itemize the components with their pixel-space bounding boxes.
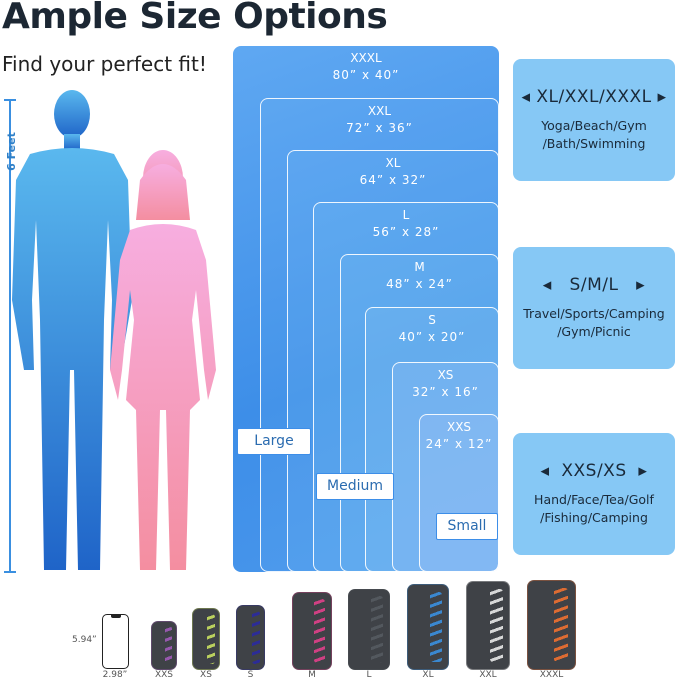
ruler-top-tick xyxy=(4,99,16,101)
size-dims: 40” x 20” xyxy=(398,330,466,344)
card-heading: ◂ S/M/L ▸ xyxy=(542,275,646,295)
card-uses: /Gym/Picnic xyxy=(557,324,631,339)
size-name: M xyxy=(414,260,425,274)
pouch-label: S xyxy=(247,670,254,680)
towel-pouch-s xyxy=(236,605,265,670)
pouch-pattern xyxy=(207,613,216,665)
phone-width: 2.98” xyxy=(102,670,128,680)
pouch-pattern xyxy=(251,611,260,664)
group-label-large: Large xyxy=(237,428,311,455)
pouch-label: XXXL xyxy=(539,670,564,680)
card-uses: Hand/Face/Tea/Golf xyxy=(534,492,654,507)
towel-pouch-xs xyxy=(192,608,220,670)
pouch-pattern xyxy=(553,588,568,662)
towel-pouch-m xyxy=(292,592,332,670)
pouch-pattern xyxy=(430,591,442,663)
size-name: S xyxy=(428,313,436,327)
card-heading-text: XL/XXL/XXXL xyxy=(536,87,652,107)
card-uses: Travel/Sports/Camping xyxy=(523,306,665,321)
usage-card-large: ◂ XL/XXL/XXXL ▸ Yoga/Beach/Gym/Bath/Swim… xyxy=(513,59,675,181)
subheadline: Find your perfect fit! xyxy=(2,52,207,76)
usage-card-medium: ◂ S/M/L ▸ Travel/Sports/Camping/Gym/Picn… xyxy=(513,247,675,369)
group-label-small: Small xyxy=(436,513,498,540)
pouch-label: L xyxy=(366,670,372,680)
pouch-label: XXS xyxy=(154,670,174,680)
size-dims: 24” x 12” xyxy=(425,437,493,451)
height-ruler xyxy=(9,100,11,572)
size-dims: 72” x 36” xyxy=(346,121,413,135)
towel-pouch-xxl xyxy=(466,581,510,670)
card-uses: /Fishing/Camping xyxy=(540,510,648,525)
pouch-pattern xyxy=(371,596,383,663)
size-dims: 56” x 28” xyxy=(372,225,440,239)
phone-icon xyxy=(102,614,129,669)
card-heading: ◂ XL/XXL/XXXL ▸ xyxy=(521,87,667,107)
card-uses: /Bath/Swimming xyxy=(542,136,646,151)
ruler-bottom-tick xyxy=(4,571,16,573)
size-dims: 32” x 16” xyxy=(412,385,479,399)
size-name: XL xyxy=(385,156,401,170)
headline: Ample Size Options xyxy=(2,0,388,37)
size-dims: 48” x 24” xyxy=(386,277,453,291)
phone-height: 5.94” xyxy=(72,635,97,645)
silhouettes xyxy=(12,90,216,570)
card-heading-text: XXS/XS xyxy=(561,461,627,481)
size-name: XS xyxy=(437,368,454,382)
pouch-label: M xyxy=(308,670,316,680)
woman-silhouette-icon xyxy=(110,150,216,570)
group-label-medium: Medium xyxy=(316,473,394,500)
towel-pouch-xxxl xyxy=(527,580,576,670)
size-dims: 64” x 32” xyxy=(359,173,427,187)
pouch-pattern xyxy=(490,588,503,663)
size-name: L xyxy=(402,208,410,222)
pouch-label: XXL xyxy=(479,670,497,680)
towel-pouch-xl xyxy=(407,584,449,670)
pouch-pattern xyxy=(165,625,173,666)
size-name: XXXL xyxy=(350,51,382,65)
size-xxs: XXS 24” x 12” xyxy=(419,414,499,572)
card-uses: Yoga/Beach/Gym xyxy=(541,118,647,133)
towel-pouch-xxs xyxy=(151,621,177,670)
towel-pouch-l xyxy=(348,589,390,670)
man-silhouette-icon xyxy=(12,90,132,570)
size-name: XXL xyxy=(367,104,392,118)
card-heading: ◂ XXS/XS ▸ xyxy=(540,461,648,481)
size-name: XXS xyxy=(446,420,472,434)
pouch-label: XS xyxy=(200,670,212,680)
pouch-label: XL xyxy=(422,670,434,680)
card-heading-text: S/M/L xyxy=(569,275,619,295)
usage-card-small: ◂ XXS/XS ▸ Hand/Face/Tea/Golf/Fishing/Ca… xyxy=(513,433,675,555)
pouch-pattern xyxy=(313,599,326,663)
size-dims: 80” x 40” xyxy=(332,68,400,82)
